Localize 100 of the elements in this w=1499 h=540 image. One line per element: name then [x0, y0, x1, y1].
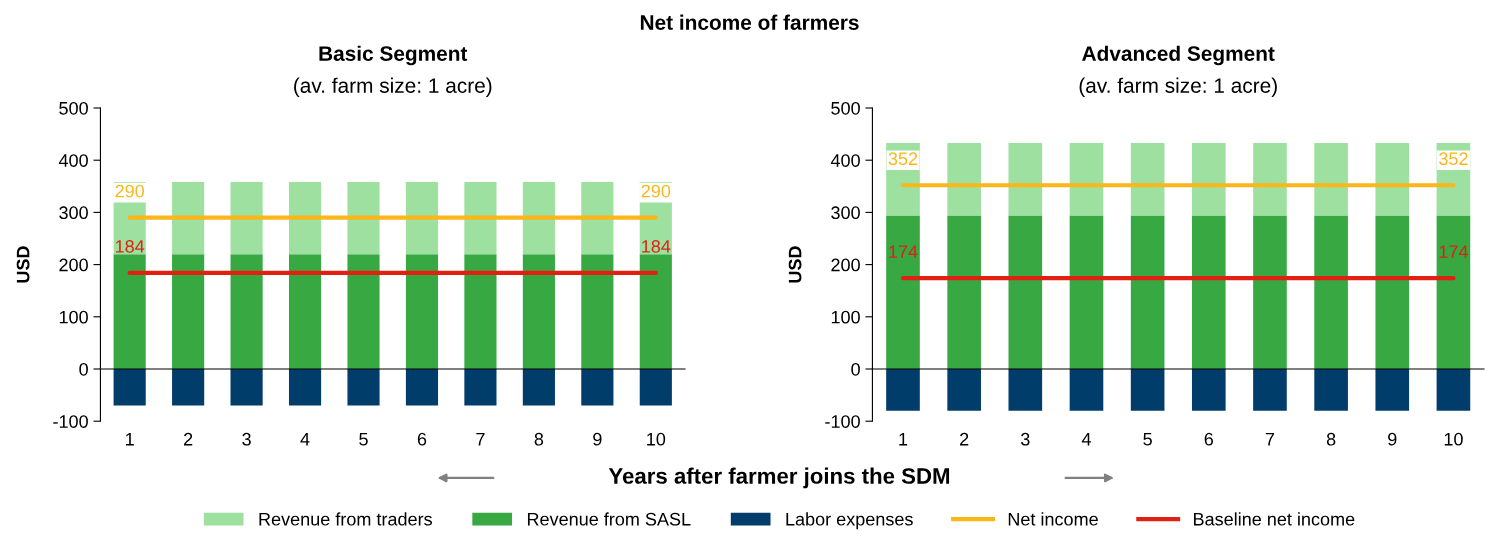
bar: [581, 182, 614, 255]
bar: [1069, 215, 1104, 369]
text: Years after farmer joins the SDM: [608, 467, 950, 489]
legend-label: Net income: [1008, 512, 1098, 526]
data-label: 290: [115, 184, 145, 198]
chart-subtitle: (av. farm size: 1 acre): [294, 77, 492, 98]
bar: [1130, 142, 1165, 216]
x-tick-label: 4: [1081, 432, 1091, 446]
bar: [1008, 142, 1043, 216]
bar: [1253, 215, 1287, 369]
bar: [1008, 369, 1043, 411]
y-tick-label: 300: [59, 206, 88, 220]
bar: [347, 254, 380, 369]
x-tick-label: 1: [126, 432, 134, 446]
bar: [1314, 369, 1348, 411]
y-tick-label: 500: [831, 101, 860, 115]
x-tick-label: 3: [242, 432, 251, 446]
bar: [288, 182, 322, 255]
y-tick-label: 500: [59, 101, 88, 115]
bar: [405, 254, 439, 369]
bar: [522, 182, 555, 255]
bar: [1069, 142, 1104, 216]
bar: [1436, 215, 1471, 369]
bar: [172, 369, 205, 406]
x-tick-label: 9: [1388, 432, 1397, 446]
bar: [1069, 369, 1104, 411]
bar: [1008, 215, 1043, 369]
bar: [464, 369, 497, 406]
data-label: 184: [115, 240, 145, 253]
x-tick-label: 2: [184, 432, 193, 446]
bar: [405, 369, 439, 406]
chart-title: Basic Segment: [319, 45, 468, 66]
bar: [1375, 142, 1410, 216]
bar: [113, 369, 146, 406]
bar: [230, 369, 263, 406]
bar: [230, 182, 263, 255]
bar: [886, 369, 920, 411]
bar: [581, 254, 614, 369]
data-label: 184: [642, 240, 671, 253]
bar: [639, 254, 672, 369]
bar: [947, 142, 981, 216]
x-tick-label: 7: [1265, 432, 1275, 446]
bar: [230, 254, 263, 369]
bar: [522, 369, 555, 406]
bar: [1314, 142, 1348, 216]
x-tick-label: 7: [476, 432, 485, 446]
x-tick-label: 6: [1204, 432, 1214, 446]
x-tick-label: 9: [593, 432, 602, 446]
y-tick-label: 200: [831, 258, 860, 272]
bar: [1436, 369, 1471, 411]
y-axis-title: USD: [788, 246, 802, 283]
x-tick-label: 5: [1143, 432, 1152, 446]
bar: [1253, 369, 1287, 411]
bar: [1314, 215, 1348, 369]
bar: [1253, 142, 1287, 216]
legend-label: Revenue from traders: [259, 512, 432, 526]
text: Net income of farmers: [640, 14, 859, 30]
legend-label: Baseline net income: [1194, 512, 1355, 526]
x-tick-label: 10: [647, 432, 666, 446]
data-label: 174: [1439, 245, 1468, 258]
bar: [1375, 369, 1410, 411]
x-tick-label: 10: [1444, 432, 1463, 446]
y-tick-label: 100: [831, 310, 860, 324]
x-tick-label: 8: [1326, 432, 1336, 446]
bar: [288, 254, 322, 369]
legend-label: Revenue from SASL: [527, 512, 691, 526]
bar: [886, 215, 920, 369]
x-tick-label: 1: [899, 432, 908, 446]
bar: [347, 369, 380, 406]
y-tick-label: 0: [79, 362, 88, 376]
y-tick-label: 0: [851, 362, 860, 376]
x-tick-label: 3: [1020, 432, 1030, 446]
bar: [639, 369, 672, 406]
bar: [1191, 142, 1226, 216]
data-label: 352: [1439, 152, 1468, 166]
x-tick-label: 4: [300, 432, 310, 446]
y-tick-label: 400: [58, 154, 88, 167]
y-tick-label: 100: [59, 310, 88, 324]
chart-subtitle: (av. farm size: 1 acre): [1079, 77, 1277, 98]
bar: [172, 182, 205, 255]
bar: [581, 369, 614, 406]
x-tick-label: 8: [534, 432, 544, 446]
x-tick-label: 2: [960, 432, 969, 446]
bar: [947, 215, 981, 369]
bar: [1191, 369, 1226, 411]
y-tick-label: 400: [830, 154, 860, 167]
bar: [1375, 215, 1410, 369]
bar: [464, 182, 497, 255]
bar: [1191, 215, 1226, 369]
x-tick-label: 5: [359, 432, 368, 446]
bar: [464, 254, 497, 369]
bar: [113, 254, 146, 369]
y-tick-label: 300: [831, 206, 860, 220]
bar: [405, 182, 439, 255]
y-axis-title: USD: [16, 246, 30, 283]
bar: [522, 254, 555, 369]
data-label: 174: [889, 245, 918, 258]
y-tick-label: -100: [825, 415, 860, 428]
data-label: 352: [888, 152, 918, 166]
chart-title: Advanced Segment: [1082, 45, 1275, 66]
